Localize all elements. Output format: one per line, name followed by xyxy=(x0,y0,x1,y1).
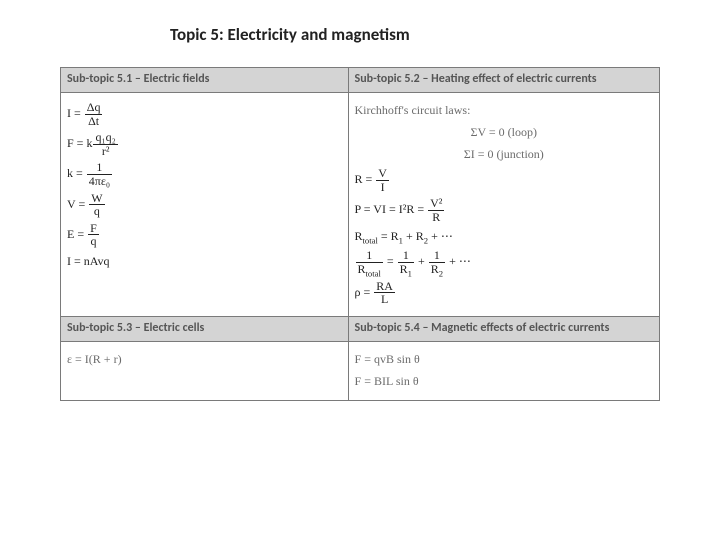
cell-5-1: I = ΔqΔt F = kq₁q₂r² k = 14πε₀ V = Wq E … xyxy=(61,93,349,317)
page-title: Topic 5: Electricity and magnetism xyxy=(170,24,660,45)
cell-5-2: Kirchhoff's circuit laws: ΣV = 0 (loop) … xyxy=(348,93,659,317)
header-5-4: Sub-topic 5.4 – Magnetic effects of elec… xyxy=(348,316,659,341)
header-5-2: Sub-topic 5.2 – Heating effect of electr… xyxy=(348,68,659,93)
header-5-3: Sub-topic 5.3 – Electric cells xyxy=(61,316,349,341)
cell-5-4: F = qvB sin θ F = BIL sin θ xyxy=(348,341,659,400)
formula-table: Sub-topic 5.1 – Electric fields Sub-topi… xyxy=(60,67,660,401)
cell-5-3: ε = I(R + r) xyxy=(61,341,349,400)
header-5-1: Sub-topic 5.1 – Electric fields xyxy=(61,68,349,93)
